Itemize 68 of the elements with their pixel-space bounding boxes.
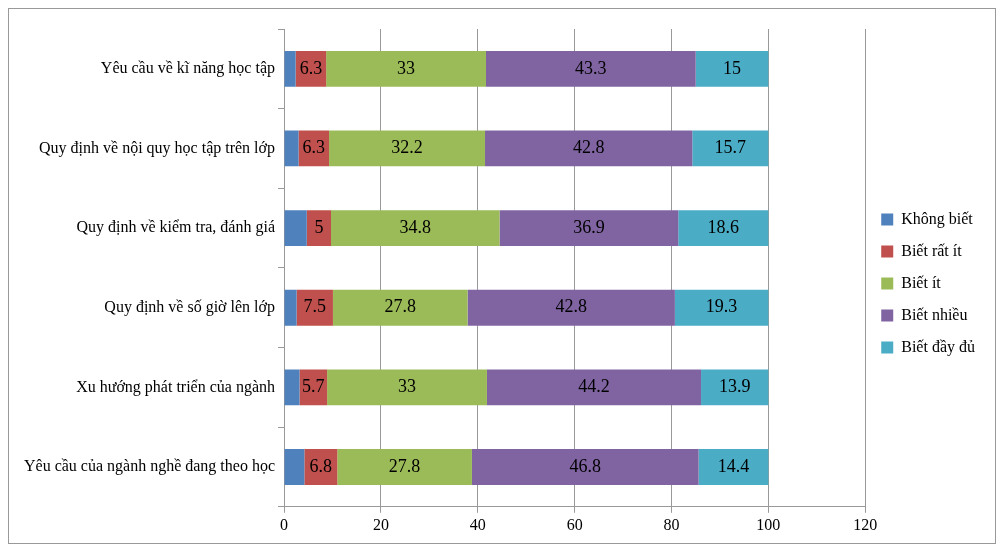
bar (692, 130, 769, 167)
y-tick-label: Yêu cầu về kĩ năng học tập (100, 59, 276, 78)
data-label: 27.8 (388, 455, 421, 476)
legend-label: Biết rất ít (901, 241, 963, 259)
data-label: 13.9 (718, 376, 751, 397)
x-tick-label: 120 (853, 515, 878, 533)
bar (284, 369, 300, 406)
bar (499, 210, 679, 246)
data-label: 42.8 (555, 296, 587, 317)
bar (701, 369, 769, 406)
y-tick-label: Xu hướng phát triển của ngành (76, 377, 276, 396)
legend-label: Biết đầy đủ (901, 337, 975, 356)
y-tick-label: Quy định về kiểm tra, đánh giá (76, 218, 276, 237)
data-label: 6.8 (309, 455, 333, 476)
data-label: 5 (314, 216, 324, 237)
data-label: 42.8 (572, 137, 605, 158)
data-label: 46.8 (569, 455, 602, 476)
bar (485, 130, 693, 167)
data-label: 15.7 (714, 137, 747, 158)
bar (337, 449, 472, 485)
x-tick-label: 80 (663, 515, 680, 533)
data-label: 32.2 (391, 137, 423, 158)
bar (332, 289, 468, 326)
legend-label: Biết ít (901, 273, 942, 291)
y-tick-label: Quy định về số giờ lên lớp (104, 297, 276, 316)
bar (284, 289, 297, 326)
data-label: 43.3 (575, 57, 607, 78)
x-tick-label: 20 (372, 515, 389, 533)
bar (327, 369, 487, 406)
x-tick-label: 60 (566, 515, 583, 533)
data-label: 7.5 (303, 296, 327, 317)
data-label: 18.6 (707, 216, 740, 237)
data-label: 19.3 (705, 296, 738, 317)
bar (485, 50, 696, 87)
data-label: 33 (397, 57, 416, 78)
bar (284, 50, 296, 87)
data-label: 14.4 (717, 455, 750, 476)
bar (284, 130, 299, 167)
x-tick-label: 40 (469, 515, 486, 533)
bar (306, 210, 331, 246)
data-label: 33 (398, 376, 417, 397)
bar (698, 449, 769, 485)
y-tick-label: Yêu cầu của ngành nghề đang theo học (24, 457, 276, 476)
bar (674, 289, 769, 326)
bar (284, 449, 305, 485)
data-label: 44.2 (578, 376, 610, 397)
bar (471, 449, 699, 485)
data-label: 34.8 (399, 216, 432, 237)
legend-label: Biết nhiều (901, 305, 968, 323)
data-label: 27.8 (384, 296, 417, 317)
bar (329, 130, 486, 167)
data-label: 15 (723, 57, 742, 78)
legend-label: Không biết (901, 209, 974, 228)
bar (467, 289, 675, 326)
x-tick-label: 100 (756, 515, 781, 533)
y-tick-label: Quy định về nội quy học tập trên lớp (39, 138, 276, 157)
bar (296, 289, 333, 326)
data-label: 5.7 (302, 376, 325, 397)
bar (284, 210, 307, 246)
bar (678, 210, 769, 246)
bar (326, 50, 486, 87)
data-label: 6.3 (299, 57, 323, 78)
bar (695, 50, 769, 87)
data-label: 6.3 (302, 137, 326, 158)
data-label: 36.9 (573, 216, 605, 237)
x-tick-label: 0 (280, 515, 289, 533)
bar (331, 210, 500, 246)
bar (486, 369, 702, 406)
